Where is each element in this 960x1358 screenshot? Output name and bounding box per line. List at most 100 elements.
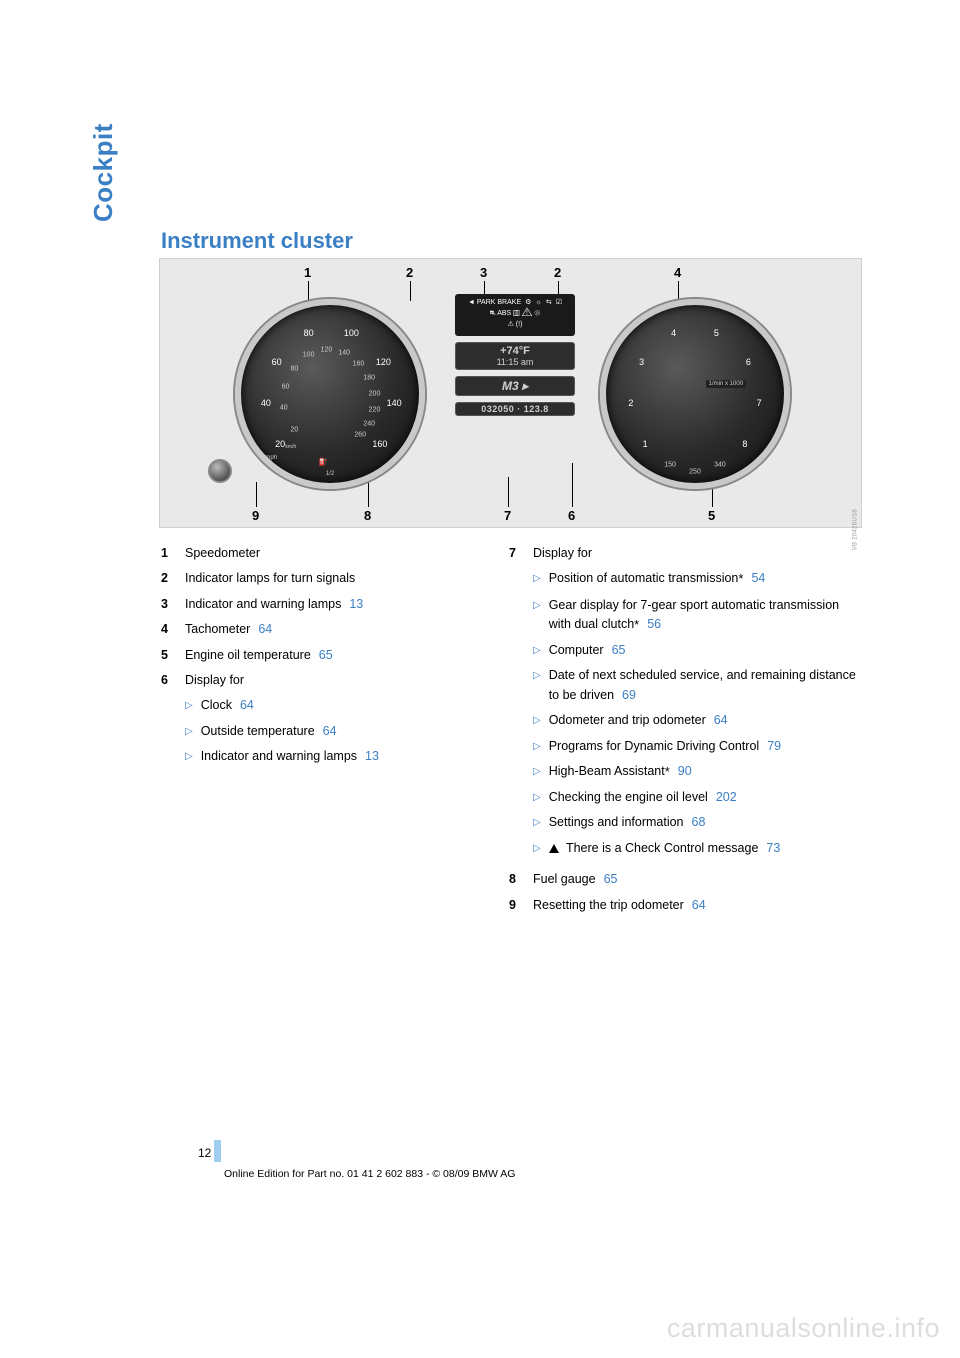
legend-subitem: ▷ Position of automatic transmission*54 (533, 569, 864, 589)
option-asterisk-icon: * (665, 764, 670, 779)
page-reference[interactable]: 69 (622, 688, 636, 702)
speedo-num-inner: 200 (369, 391, 381, 398)
park-brake-label: ◄ PARK BRAKE (468, 297, 521, 308)
legend-item: 8Fuel gauge65 (509, 870, 864, 889)
legend-sublist: ▷ Position of automatic transmission*54▷… (533, 569, 864, 858)
page-number: 12 (198, 1146, 211, 1162)
page-reference[interactable]: 64 (323, 724, 337, 738)
speedo-num: 20 (275, 439, 285, 449)
callout-3: 3 (480, 265, 487, 280)
legend-subtext-label: Outside temperature (201, 724, 315, 738)
page-reference[interactable]: 56 (647, 617, 661, 631)
warning-row-3: ⚠ (!) (459, 319, 571, 330)
tacho-num: 4 (671, 328, 676, 338)
page-reference[interactable]: 73 (766, 841, 780, 855)
oil-temp-num: 150 (664, 462, 676, 469)
warning-icon: ☑ (556, 297, 562, 308)
legend-body: Indicator and warning lamps 13 (185, 595, 491, 614)
legend-body: Engine oil temperature65 (185, 646, 491, 665)
page-reference[interactable]: 13 (349, 597, 363, 611)
speedo-num: 60 (272, 357, 282, 367)
triangle-bullet-icon: ▷ (185, 698, 193, 714)
warning-icon: ⇆ (546, 297, 552, 308)
watermark: carmanualsonline.info (667, 1313, 940, 1344)
tacho-num: 5 (714, 328, 719, 338)
legend-number: 7 (509, 544, 533, 864)
page-heading: Instrument cluster (161, 228, 353, 254)
page-reference[interactable]: 13 (365, 749, 379, 763)
legend-subtext-label: Settings and information (549, 815, 684, 829)
page-reference[interactable]: 202 (716, 790, 737, 804)
speedo-num: 120 (376, 357, 391, 367)
lcd-temp-value: +74°F (456, 345, 574, 357)
warning-row-2: ⛐ ABS ▥ ⚠ ⓟ (459, 308, 571, 319)
tacho-num: 1 (643, 439, 648, 449)
legend-subitem: ▷ Checking the engine oil level202 (533, 788, 864, 807)
speedo-num-inner: 100 (303, 351, 315, 358)
callout-2a: 2 (406, 265, 413, 280)
legend-item: 4Tachometer64 (161, 620, 491, 639)
page-number-block: 12 (198, 1140, 221, 1162)
page-reference[interactable]: 65 (319, 648, 333, 662)
page-reference[interactable]: 64 (258, 622, 272, 636)
page-number-bar (214, 1140, 221, 1162)
callout-line (572, 463, 573, 507)
warning-lamp-panel: ◄ PARK BRAKE ⚙ ☼ ⇆ ☑ ⛐ ABS ▥ ⚠ ⓟ ⚠ (!) (455, 294, 575, 336)
triangle-bullet-icon: ▷ (185, 724, 193, 740)
speedo-num-inner: 220 (369, 407, 381, 414)
callout-9: 9 (252, 508, 259, 523)
triangle-bullet-icon: ▷ (533, 764, 541, 780)
legend-text: Indicator and warning lamps (185, 597, 341, 611)
callout-line (508, 477, 509, 507)
page-reference[interactable]: 68 (692, 815, 706, 829)
footer-text: Online Edition for Part no. 01 41 2 602 … (224, 1168, 515, 1180)
legend-subtext-label: There is a Check Control message (563, 841, 759, 855)
page-reference[interactable]: 65 (612, 643, 626, 657)
speedo-num-inner: 40 (280, 405, 288, 412)
legend-body: Resetting the trip odometer64 (533, 896, 864, 915)
page-reference[interactable]: 65 (604, 872, 618, 886)
oil-temp-num: 250 (689, 469, 701, 476)
callout-6: 6 (568, 508, 575, 523)
lcd-temperature: +74°F 11:15 am (455, 342, 575, 370)
trip-reset-knob (208, 459, 232, 483)
option-asterisk-icon: * (738, 571, 743, 586)
page-reference[interactable]: 64 (692, 898, 706, 912)
legend-right-column: 7Display for▷ Position of automatic tran… (509, 544, 864, 921)
speedo-num-inner: 240 (363, 421, 375, 428)
speedo-num: 80 (304, 328, 314, 338)
legend-subtext-label: Clock (201, 698, 232, 712)
triangle-bullet-icon: ▷ (185, 749, 193, 765)
legend-subtext-label: Computer (549, 643, 604, 657)
legend-item: 9Resetting the trip odometer64 (509, 896, 864, 915)
legend-subtext-label: High-Beam Assistant (549, 764, 665, 778)
callout-5: 5 (708, 508, 715, 523)
legend-text: Display for (185, 673, 244, 687)
legend-item: 1Speedometer (161, 544, 491, 563)
speedo-num: 160 (372, 439, 387, 449)
page-reference[interactable]: 64 (240, 698, 254, 712)
page-reference[interactable]: 54 (751, 571, 765, 585)
page-reference[interactable]: 64 (714, 713, 728, 727)
legend-item: 3Indicator and warning lamps13 (161, 595, 491, 614)
speedo-num-inner: 20 (290, 426, 298, 433)
tachometer-gauge: 1 2 3 4 5 6 7 8 1/min x 1000 150 250 340 (600, 299, 790, 489)
callout-2b: 2 (554, 265, 561, 280)
legend-subitem: ▷ There is a Check Control message73 (533, 839, 864, 858)
speedo-num: 100 (344, 328, 359, 338)
legend-number: 6 (161, 671, 185, 773)
legend-subtext: Settings and information 68 (549, 813, 706, 832)
legend-body: Display for▷ Clock64▷ Outside temperatur… (185, 671, 491, 773)
legend-item: 5Engine oil temperature65 (161, 646, 491, 665)
page-reference[interactable]: 90 (678, 764, 692, 778)
legend-number: 1 (161, 544, 185, 563)
fuel-half: 1/2 (326, 471, 334, 477)
legend-subtext: Odometer and trip odometer64 (549, 711, 728, 730)
legend-subitem: ▷ Outside temperature 64 (185, 722, 491, 741)
page-reference[interactable]: 79 (767, 739, 781, 753)
speedometer-gauge: 20 40 60 80 100 120 140 160 20 40 60 80 … (235, 299, 425, 489)
speedo-num-inner: 120 (321, 346, 333, 353)
legend-subtext-label: Position of automatic transmission (549, 571, 739, 585)
legend-body: Display for▷ Position of automatic trans… (533, 544, 864, 864)
legend-number: 2 (161, 569, 185, 588)
